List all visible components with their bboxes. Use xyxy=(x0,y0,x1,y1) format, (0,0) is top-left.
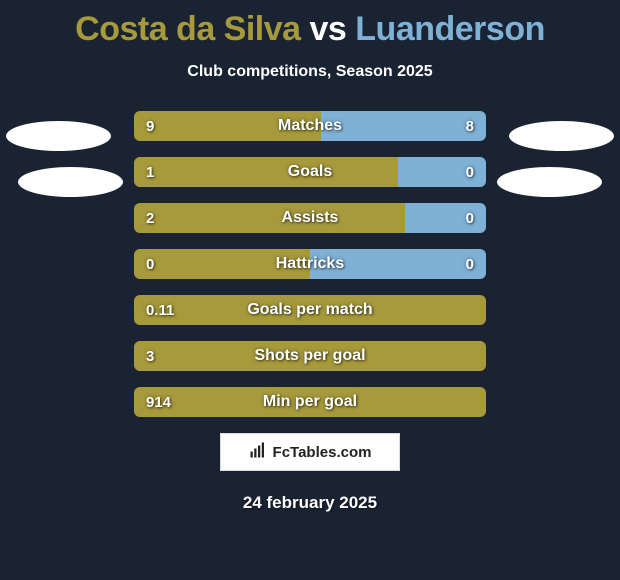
avatar-placeholder-right-1 xyxy=(509,121,614,151)
stat-value-right: 0 xyxy=(438,164,474,181)
avatar-placeholder-right-2 xyxy=(497,167,602,197)
stat-value-right: 0 xyxy=(438,256,474,273)
stat-row: 3Shots per goal xyxy=(134,341,486,371)
stat-value-left: 9 xyxy=(146,118,182,135)
stat-value-right: 0 xyxy=(438,210,474,227)
title-player2: Luanderson xyxy=(355,10,545,48)
title-player1: Costa da Silva xyxy=(75,10,300,48)
stat-value-left: 2 xyxy=(146,210,182,227)
stat-value-left: 1 xyxy=(146,164,182,181)
stat-label: Min per goal xyxy=(182,393,438,411)
stat-row: 2Assists0 xyxy=(134,203,486,233)
title-vs: vs xyxy=(301,10,356,48)
subtitle: Club competitions, Season 2025 xyxy=(0,63,620,81)
page-title: Costa da Silva vs Luanderson xyxy=(0,0,620,49)
stat-value-left: 0 xyxy=(146,256,182,273)
stat-value-left: 914 xyxy=(146,394,182,411)
stat-row: 0.11Goals per match xyxy=(134,295,486,325)
brand-badge: FcTables.com xyxy=(220,433,400,471)
stat-row: 9Matches8 xyxy=(134,111,486,141)
date-label: 24 february 2025 xyxy=(0,493,620,513)
stat-row: 1Goals0 xyxy=(134,157,486,187)
stat-row: 914Min per goal xyxy=(134,387,486,417)
stat-value-right: 8 xyxy=(438,118,474,135)
stat-value-left: 3 xyxy=(146,348,182,365)
stat-label: Assists xyxy=(182,209,438,227)
bar-chart-icon xyxy=(249,441,267,463)
stat-value-left: 0.11 xyxy=(146,302,182,319)
stat-label: Goals per match xyxy=(182,301,438,319)
stat-label: Hattricks xyxy=(182,255,438,273)
avatar-placeholder-left-1 xyxy=(6,121,111,151)
stat-label: Shots per goal xyxy=(182,347,438,365)
avatar-placeholder-left-2 xyxy=(18,167,123,197)
stat-label: Goals xyxy=(182,163,438,181)
stat-label: Matches xyxy=(182,117,438,135)
comparison-bars: 9Matches81Goals02Assists00Hattricks00.11… xyxy=(134,111,486,417)
brand-text: FcTables.com xyxy=(273,444,372,461)
stat-row: 0Hattricks0 xyxy=(134,249,486,279)
comparison-content: 9Matches81Goals02Assists00Hattricks00.11… xyxy=(0,111,620,513)
